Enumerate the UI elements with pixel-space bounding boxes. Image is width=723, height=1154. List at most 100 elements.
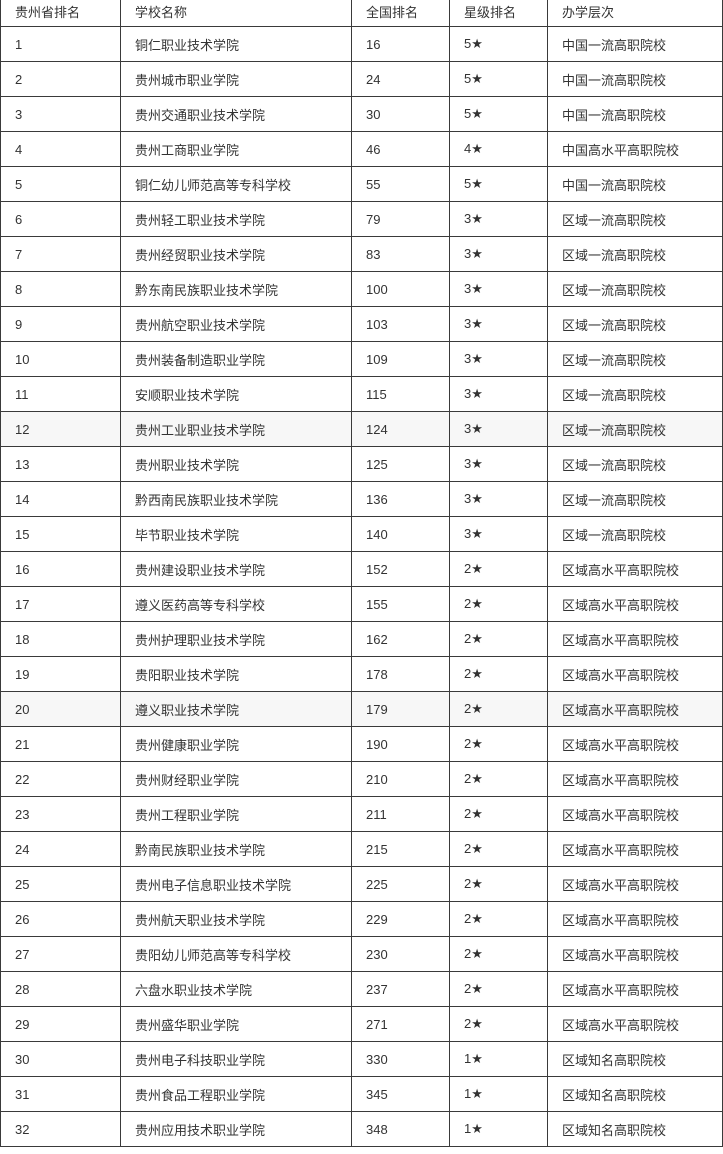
cell-province-rank: 18: [0, 621, 121, 657]
cell-national-rank: 24: [351, 61, 450, 97]
table-body: 1 铜仁职业技术学院 16 5★ 中国一流高职院校 2 贵州城市职业学院 24 5★ 中国一流高职…: [0, 26, 723, 1147]
cell-star-rank: 2★: [449, 866, 548, 902]
cell-star-rank: 1★: [449, 1111, 548, 1147]
cell-school-name: 毕节职业技术学院: [120, 516, 352, 552]
cell-province-rank: 14: [0, 481, 121, 517]
cell-national-rank: 237: [351, 971, 450, 1007]
cell-school-name: 黔南民族职业技术学院: [120, 831, 352, 867]
cell-province-rank: 3: [0, 96, 121, 132]
cell-province-rank: 25: [0, 866, 121, 902]
cell-national-rank: 136: [351, 481, 450, 517]
cell-school-level: 区域高水平高职院校: [547, 831, 723, 867]
cell-province-rank: 10: [0, 341, 121, 377]
cell-star-rank: 3★: [449, 306, 548, 342]
cell-school-name: 贵州交通职业技术学院: [120, 96, 352, 132]
cell-school-level: 区域高水平高职院校: [547, 656, 723, 692]
table-row: 6 贵州轻工职业技术学院 79 3★ 区域一流高职院校: [0, 201, 723, 237]
cell-school-level: 区域高水平高职院校: [547, 691, 723, 727]
cell-national-rank: 271: [351, 1006, 450, 1042]
table-header-row: 贵州省排名 学校名称 全国排名 星级排名 办学层次: [0, 0, 723, 27]
cell-national-rank: 115: [351, 376, 450, 412]
table-row: 17 遵义医药高等专科学校 155 2★ 区域高水平高职院校: [0, 586, 723, 622]
cell-national-rank: 210: [351, 761, 450, 797]
cell-province-rank: 29: [0, 1006, 121, 1042]
header-national-rank: 全国排名: [351, 0, 450, 27]
cell-province-rank: 20: [0, 691, 121, 727]
cell-star-rank: 2★: [449, 936, 548, 972]
cell-school-level: 中国一流高职院校: [547, 96, 723, 132]
cell-school-name: 贵州盛华职业学院: [120, 1006, 352, 1042]
cell-star-rank: 2★: [449, 656, 548, 692]
cell-national-rank: 30: [351, 96, 450, 132]
cell-school-name: 贵州城市职业学院: [120, 61, 352, 97]
cell-school-name: 遵义医药高等专科学校: [120, 586, 352, 622]
cell-school-name: 贵州职业技术学院: [120, 446, 352, 482]
cell-province-rank: 4: [0, 131, 121, 167]
cell-star-rank: 2★: [449, 796, 548, 832]
cell-star-rank: 2★: [449, 761, 548, 797]
cell-school-level: 区域高水平高职院校: [547, 551, 723, 587]
table-row: 13 贵州职业技术学院 125 3★ 区域一流高职院校: [0, 446, 723, 482]
cell-school-level: 区域高水平高职院校: [547, 936, 723, 972]
cell-province-rank: 8: [0, 271, 121, 307]
cell-star-rank: 3★: [449, 271, 548, 307]
cell-province-rank: 16: [0, 551, 121, 587]
table-row: 27 贵阳幼儿师范高等专科学校 230 2★ 区域高水平高职院校: [0, 936, 723, 972]
cell-province-rank: 24: [0, 831, 121, 867]
cell-school-name: 贵阳幼儿师范高等专科学校: [120, 936, 352, 972]
cell-star-rank: 3★: [449, 516, 548, 552]
cell-school-name: 铜仁职业技术学院: [120, 26, 352, 62]
cell-school-name: 黔东南民族职业技术学院: [120, 271, 352, 307]
cell-school-level: 区域高水平高职院校: [547, 901, 723, 937]
cell-school-level: 区域高水平高职院校: [547, 971, 723, 1007]
cell-province-rank: 23: [0, 796, 121, 832]
cell-school-name: 贵州航空职业技术学院: [120, 306, 352, 342]
cell-star-rank: 3★: [449, 341, 548, 377]
cell-national-rank: 103: [351, 306, 450, 342]
table-row: 10 贵州装备制造职业学院 109 3★ 区域一流高职院校: [0, 341, 723, 377]
table-row: 25 贵州电子信息职业技术学院 225 2★ 区域高水平高职院校: [0, 866, 723, 902]
cell-province-rank: 19: [0, 656, 121, 692]
cell-national-rank: 155: [351, 586, 450, 622]
cell-province-rank: 2: [0, 61, 121, 97]
table-row: 26 贵州航天职业技术学院 229 2★ 区域高水平高职院校: [0, 901, 723, 937]
table-row: 7 贵州经贸职业技术学院 83 3★ 区域一流高职院校: [0, 236, 723, 272]
cell-school-level: 中国一流高职院校: [547, 61, 723, 97]
cell-star-rank: 4★: [449, 131, 548, 167]
cell-school-level: 区域一流高职院校: [547, 411, 723, 447]
cell-province-rank: 12: [0, 411, 121, 447]
cell-school-name: 贵州工商职业学院: [120, 131, 352, 167]
cell-school-name: 贵州经贸职业技术学院: [120, 236, 352, 272]
cell-school-level: 区域一流高职院校: [547, 341, 723, 377]
cell-national-rank: 162: [351, 621, 450, 657]
cell-school-name: 贵州护理职业技术学院: [120, 621, 352, 657]
cell-star-rank: 3★: [449, 376, 548, 412]
cell-school-level: 区域一流高职院校: [547, 446, 723, 482]
table-row: 5 铜仁幼儿师范高等专科学校 55 5★ 中国一流高职院校: [0, 166, 723, 202]
table-row: 28 六盘水职业技术学院 237 2★ 区域高水平高职院校: [0, 971, 723, 1007]
table-row: 21 贵州健康职业学院 190 2★ 区域高水平高职院校: [0, 726, 723, 762]
cell-province-rank: 32: [0, 1111, 121, 1147]
cell-province-rank: 17: [0, 586, 121, 622]
cell-school-level: 区域一流高职院校: [547, 516, 723, 552]
table-row: 12 贵州工业职业技术学院 124 3★ 区域一流高职院校: [0, 411, 723, 447]
cell-school-level: 中国高水平高职院校: [547, 131, 723, 167]
cell-national-rank: 125: [351, 446, 450, 482]
cell-province-rank: 21: [0, 726, 121, 762]
cell-star-rank: 2★: [449, 691, 548, 727]
cell-province-rank: 6: [0, 201, 121, 237]
cell-star-rank: 2★: [449, 586, 548, 622]
cell-school-name: 铜仁幼儿师范高等专科学校: [120, 166, 352, 202]
cell-school-level: 区域高水平高职院校: [547, 726, 723, 762]
cell-school-name: 黔西南民族职业技术学院: [120, 481, 352, 517]
cell-star-rank: 5★: [449, 166, 548, 202]
cell-national-rank: 229: [351, 901, 450, 937]
cell-school-level: 区域知名高职院校: [547, 1041, 723, 1077]
cell-province-rank: 9: [0, 306, 121, 342]
cell-school-name: 贵州电子信息职业技术学院: [120, 866, 352, 902]
cell-school-level: 区域高水平高职院校: [547, 586, 723, 622]
cell-star-rank: 5★: [449, 61, 548, 97]
cell-province-rank: 28: [0, 971, 121, 1007]
cell-national-rank: 100: [351, 271, 450, 307]
